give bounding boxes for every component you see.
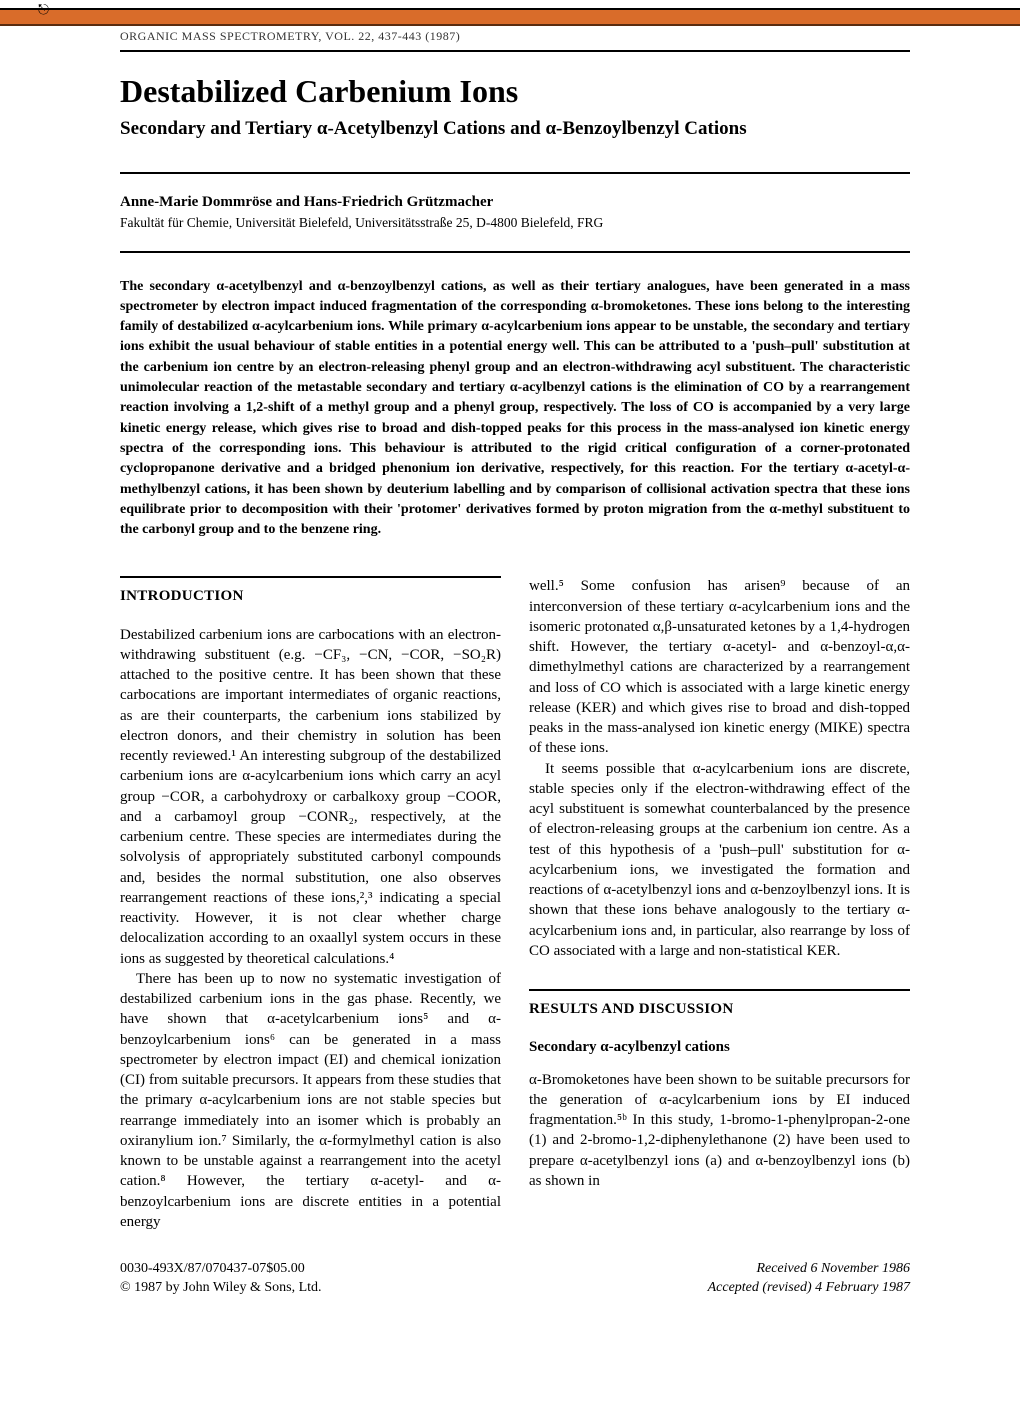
article-subtitle: Secondary and Tertiary α-Acetylbenzyl Ca… bbox=[120, 117, 910, 142]
affiliation-line: Fakultät für Chemie, Universität Bielefe… bbox=[120, 214, 910, 232]
top-decoration-bar bbox=[0, 8, 1020, 26]
two-column-body: INTRODUCTION Destabilized carbenium ions… bbox=[120, 576, 910, 1232]
section-heading-results: RESULTS AND DISCUSSION bbox=[529, 999, 910, 1019]
body-paragraph: It seems possible that α-acylcarbenium i… bbox=[529, 759, 910, 962]
body-paragraph: α-Bromoketones have been shown to be sui… bbox=[529, 1070, 910, 1192]
horizontal-rule bbox=[120, 50, 910, 52]
subsection-heading: Secondary α-acylbenzyl cations bbox=[529, 1037, 910, 1057]
body-paragraph: There has been up to now no systematic i… bbox=[120, 969, 501, 1232]
section-rule bbox=[120, 576, 501, 578]
page-content: Destabilized Carbenium Ions Secondary an… bbox=[0, 50, 1020, 1328]
footer-copyright: © 1987 by John Wiley & Sons, Ltd. bbox=[120, 1279, 322, 1298]
horizontal-rule bbox=[120, 251, 910, 253]
section-rule bbox=[529, 989, 910, 991]
footer-left: 0030-493X/87/070437-07$05.00 © 1987 by J… bbox=[120, 1260, 322, 1298]
page-footer: 0030-493X/87/070437-07$05.00 © 1987 by J… bbox=[120, 1260, 910, 1298]
footer-right: Received 6 November 1986 Accepted (revis… bbox=[708, 1260, 910, 1298]
running-header: ORGANIC MASS SPECTROMETRY, VOL. 22, 437-… bbox=[0, 28, 1020, 44]
section-heading-introduction: INTRODUCTION bbox=[120, 586, 501, 606]
footer-issn: 0030-493X/87/070437-07$05.00 bbox=[120, 1260, 322, 1279]
page-ornament-icon: ⎋ bbox=[38, 2, 49, 21]
article-title: Destabilized Carbenium Ions bbox=[120, 70, 910, 113]
footer-received: Received 6 November 1986 bbox=[708, 1260, 910, 1279]
author-line: Anne-Marie Dommröse and Hans-Friedrich G… bbox=[120, 192, 910, 212]
horizontal-rule bbox=[120, 172, 910, 174]
abstract-block: The secondary α-acetylbenzyl and α-benzo… bbox=[120, 277, 910, 541]
left-column: INTRODUCTION Destabilized carbenium ions… bbox=[120, 576, 501, 1232]
body-paragraph: Destabilized carbenium ions are carbocat… bbox=[120, 625, 501, 969]
body-paragraph: well.⁵ Some confusion has arisen⁹ becaus… bbox=[529, 576, 910, 758]
footer-accepted: Accepted (revised) 4 February 1987 bbox=[708, 1279, 910, 1298]
right-column: well.⁵ Some confusion has arisen⁹ becaus… bbox=[529, 576, 910, 1232]
